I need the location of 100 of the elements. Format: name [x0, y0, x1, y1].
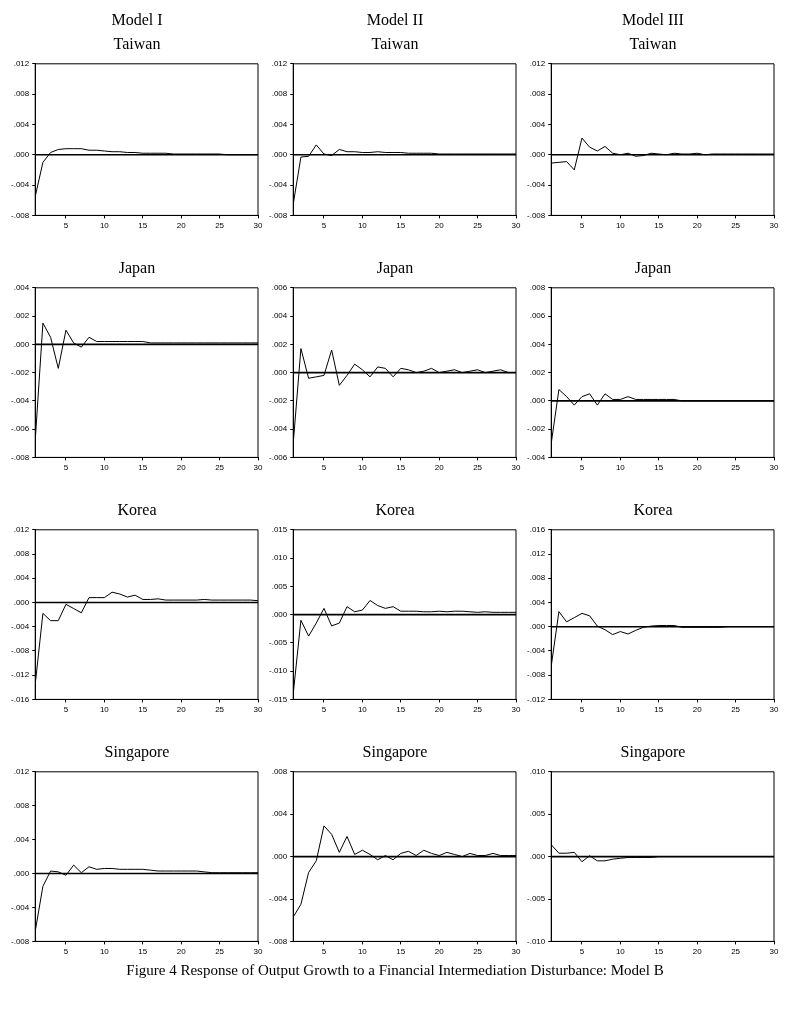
x-tick-label: 15: [396, 705, 406, 715]
x-tick-label: 30: [253, 463, 263, 473]
y-tick-label: .004: [13, 573, 30, 583]
y-tick-label: .000: [13, 149, 30, 159]
y-tick-label: .006: [529, 311, 546, 321]
x-tick-label: 20: [434, 463, 445, 473]
y-tick-label: .012: [13, 767, 30, 776]
y-tick-label: .004: [271, 311, 288, 321]
y-tick-label: -.010: [527, 936, 546, 946]
y-tick-label: .010: [271, 553, 288, 563]
y-tick-label: -.004: [11, 621, 30, 631]
y-tick-label: .004: [271, 119, 288, 129]
y-tick-label: -.012: [11, 670, 30, 680]
x-tick-label: 30: [769, 947, 779, 957]
chart-subtitle: Taiwan: [629, 34, 677, 54]
y-tick-label: -.005: [269, 638, 288, 648]
x-tick-label: 5: [579, 947, 585, 957]
chart-title: Korea: [633, 500, 673, 520]
x-tick-label: 25: [731, 463, 741, 473]
chart-title: Singapore: [362, 742, 428, 763]
y-tick-label: .012: [13, 525, 30, 534]
x-tick-label: 15: [396, 947, 406, 957]
y-tick-label: .012: [529, 549, 546, 559]
chart-title: Model II: [366, 10, 424, 30]
y-tick-label: .005: [271, 581, 288, 591]
y-tick-label: -.004: [11, 902, 30, 912]
x-tick-label: 20: [434, 947, 445, 957]
x-tick-label: 10: [357, 705, 368, 715]
y-tick-label: -.004: [269, 180, 288, 190]
chart-title: Japan: [376, 258, 414, 279]
x-tick-label: 25: [215, 463, 225, 473]
y-tick-label: .010: [529, 767, 546, 776]
x-tick-label: 10: [615, 705, 626, 715]
x-tick-label: 30: [511, 947, 521, 957]
y-tick-label: .005: [529, 809, 546, 819]
y-tick-label: -.008: [11, 210, 30, 220]
x-tick-label: 20: [176, 463, 187, 473]
y-tick-label: -.005: [527, 894, 546, 904]
y-tick-label: .000: [13, 868, 30, 878]
y-tick-label: .000: [271, 367, 288, 377]
x-tick-label: 15: [396, 221, 406, 231]
y-tick-label: .002: [13, 311, 30, 321]
y-tick-label: -.004: [527, 180, 546, 190]
x-tick-label: 15: [654, 705, 664, 715]
y-tick-label: -.010: [269, 666, 288, 676]
x-tick-label: 5: [321, 705, 327, 715]
y-tick-label: .015: [271, 525, 288, 534]
x-tick-label: 25: [731, 705, 741, 715]
y-tick-label: .004: [529, 119, 546, 129]
y-tick-label: -.008: [11, 646, 30, 656]
x-tick-label: 5: [63, 705, 69, 715]
y-tick-label: -.004: [269, 894, 288, 904]
y-tick-label: -.006: [269, 452, 288, 462]
x-tick-label: 15: [396, 463, 406, 473]
x-tick-label: 30: [511, 463, 521, 473]
y-tick-label: -.016: [11, 694, 30, 704]
y-tick-label: -.006: [11, 424, 30, 434]
x-tick-label: 15: [138, 947, 148, 957]
y-tick-label: .000: [271, 149, 288, 159]
y-tick-label: .008: [529, 283, 546, 292]
chart-title: Japan: [634, 258, 672, 279]
x-tick-label: 20: [176, 705, 187, 715]
x-tick-label: 15: [138, 705, 148, 715]
y-tick-label: -.004: [11, 396, 30, 406]
x-tick-label: 30: [511, 221, 521, 231]
x-tick-label: 30: [253, 947, 263, 957]
x-tick-label: 30: [769, 221, 779, 231]
y-tick-label: .000: [271, 851, 288, 861]
x-tick-label: 15: [138, 463, 148, 473]
y-tick-label: .008: [13, 89, 30, 99]
y-tick-label: -.008: [527, 210, 546, 220]
y-tick-label: -.015: [269, 694, 288, 704]
y-tick-label: -.004: [527, 452, 546, 462]
x-tick-label: 10: [99, 221, 110, 231]
x-tick-label: 20: [176, 221, 187, 231]
y-tick-label: -.008: [11, 936, 30, 946]
y-tick-label: .008: [529, 573, 546, 583]
chart-subtitle: Taiwan: [371, 34, 419, 54]
x-tick-label: 5: [321, 221, 327, 231]
x-tick-label: 25: [731, 221, 741, 231]
x-tick-label: 10: [357, 947, 368, 957]
x-tick-label: 20: [692, 463, 703, 473]
y-tick-label: -.004: [11, 180, 30, 190]
y-tick-label: .008: [13, 549, 30, 559]
y-tick-label: .004: [529, 597, 546, 607]
x-tick-label: 15: [654, 463, 664, 473]
x-tick-label: 5: [63, 947, 69, 957]
chart-title: Korea: [117, 500, 157, 520]
y-tick-label: -.012: [527, 694, 546, 704]
x-tick-label: 25: [473, 463, 483, 473]
caption: Figure 4 Response of Output Growth to a Financial Intermediation Disturbance: Model B: [125, 962, 665, 979]
x-tick-label: 15: [138, 221, 148, 231]
x-tick-label: 25: [731, 947, 741, 957]
y-tick-label: -.008: [269, 210, 288, 220]
y-tick-label: .008: [271, 89, 288, 99]
y-tick-label: .008: [529, 89, 546, 99]
x-tick-label: 30: [769, 463, 779, 473]
x-tick-label: 15: [654, 947, 664, 957]
y-tick-label: -.002: [269, 396, 288, 406]
x-tick-label: 20: [176, 947, 187, 957]
